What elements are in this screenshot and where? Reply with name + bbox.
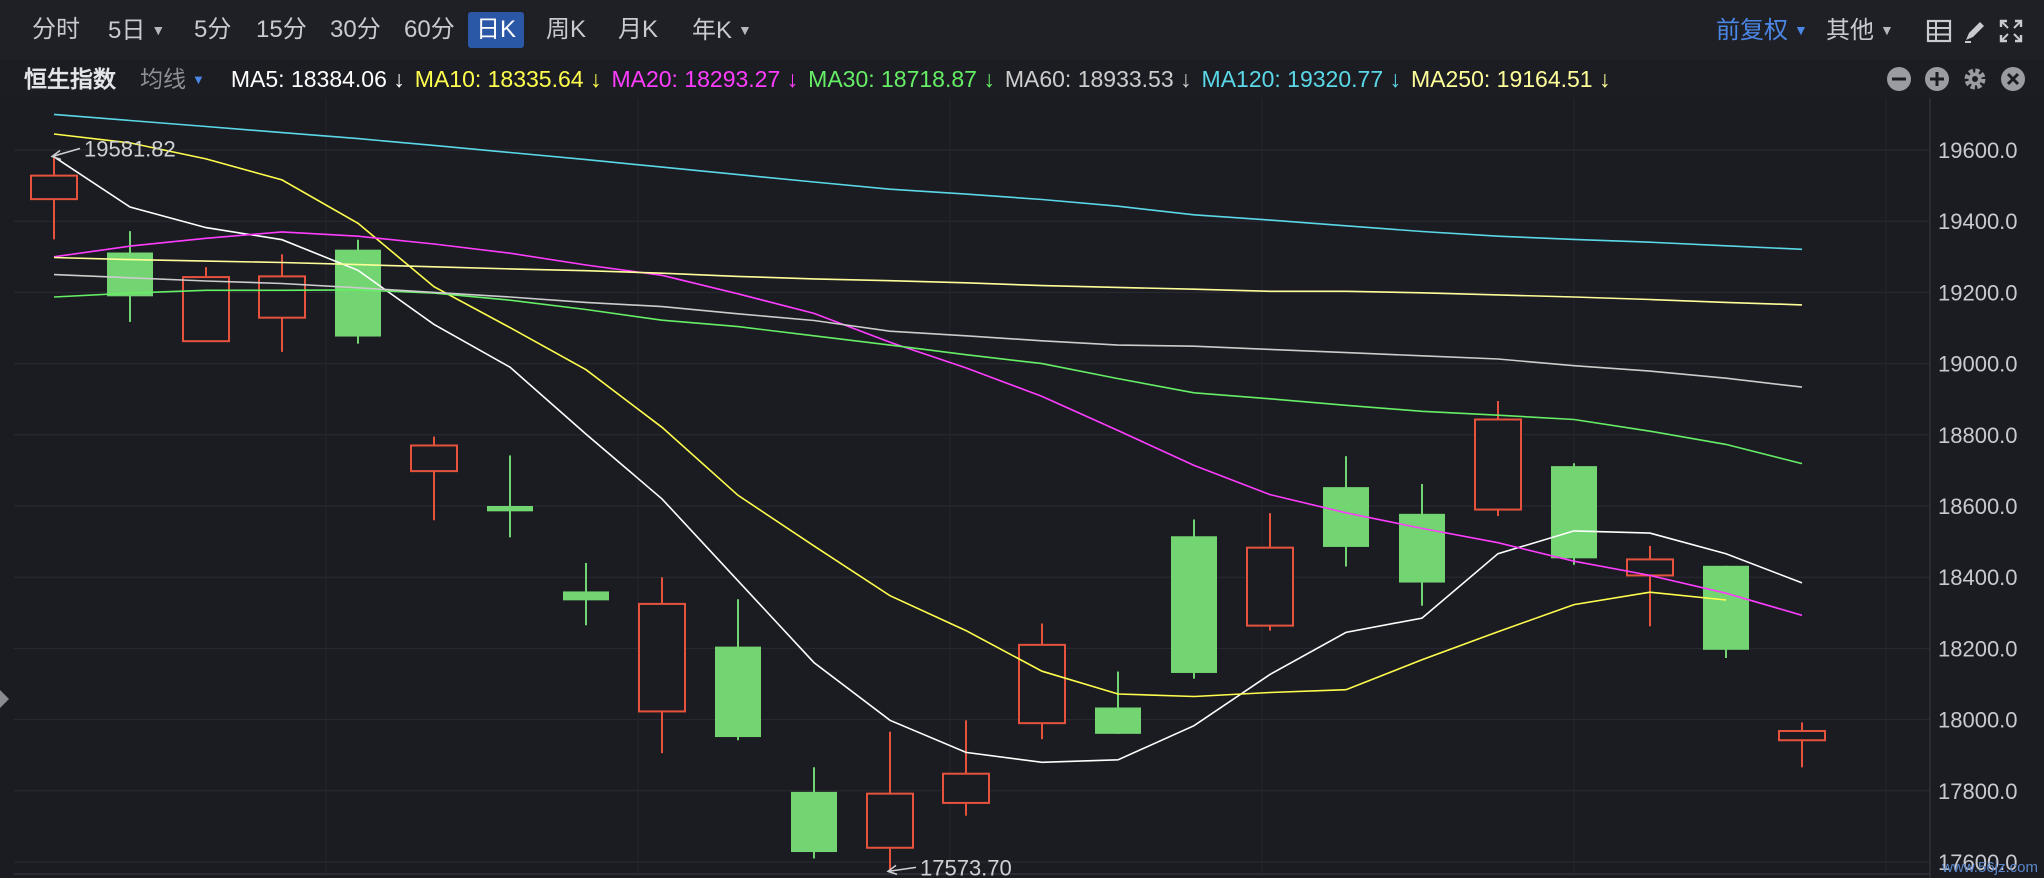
annotation-label: 19581.82 <box>84 136 176 161</box>
zoom-out-icon[interactable] <box>1886 66 1912 92</box>
ma-legend-ma10: MA10: 18335.64 ↓ <box>414 66 602 92</box>
candle-body <box>1095 707 1141 734</box>
y-tick-label: 18200.0 <box>1938 636 2018 661</box>
y-tick-label: 19000.0 <box>1938 352 2018 377</box>
candle-body <box>1778 729 1826 742</box>
other-dropdown[interactable]: 其他 ▼ <box>1818 12 1902 48</box>
candle-body <box>1323 487 1369 547</box>
tab-intraday[interactable]: 分时 <box>32 16 80 43</box>
period-toolbar: 分时 5日 ▼ 5分 15分 30分 60分 日K 周K 月K 年K ▼ 前复权 ▼ … <box>0 0 2044 61</box>
chevron-down-icon: ▼ <box>1794 22 1808 38</box>
watermark-text: www.56jz.com <box>1942 859 2038 876</box>
left-collapse-handle-icon[interactable] <box>0 690 9 708</box>
tab-30min[interactable]: 30分 <box>330 16 381 43</box>
candle-body <box>791 791 837 853</box>
y-tick-label: 17600.0 <box>1938 850 2018 875</box>
grid-layout-icon[interactable] <box>1926 18 1952 44</box>
candle-body <box>866 792 914 849</box>
y-tick-label: 18600.0 <box>1938 494 2018 519</box>
fullscreen-icon[interactable] <box>1998 18 2024 44</box>
chevron-down-icon: ▼ <box>738 22 752 38</box>
candle-body <box>182 276 230 343</box>
ma-legend: 恒生指数 均线 ▼ MA5: 18384.06 ↓ MA10: 18335.64 ↓ MA… <box>24 64 1621 94</box>
ma-legend-ma250: MA250: 19164.51 ↓ <box>1411 66 1611 92</box>
y-tick-label: 19600.0 <box>1938 138 2018 163</box>
ma-line-ma5 <box>53 156 1803 764</box>
tab-5day[interactable]: 5日 ▼ <box>100 12 173 48</box>
candle-body <box>942 772 990 804</box>
annotation-leader <box>887 866 917 873</box>
candle-body <box>487 506 533 512</box>
candle-body <box>1474 418 1522 511</box>
candle-body <box>410 444 458 473</box>
tab-yearly-k[interactable]: 年K ▼ <box>684 12 760 48</box>
chevron-down-icon: ▼ <box>192 72 205 87</box>
candle-body <box>563 591 609 601</box>
ma-legend-ma20: MA20: 18293.27 ↓ <box>611 66 799 92</box>
ma-line-ma120 <box>53 113 1803 251</box>
tab-5min[interactable]: 5分 <box>194 16 232 43</box>
tab-monthly-k[interactable]: 月K <box>618 16 659 43</box>
candle-body <box>1551 466 1597 559</box>
tab-15min[interactable]: 15分 <box>256 16 307 43</box>
annotation-arrow <box>886 864 898 876</box>
ma-legend-ma30: MA30: 18718.87 ↓ <box>808 66 995 92</box>
settings-gear-icon[interactable] <box>1962 66 1988 92</box>
plot-area <box>14 98 1930 878</box>
ma-mode-dropdown[interactable]: 均线 ▼ <box>140 66 205 92</box>
y-tick-label: 18000.0 <box>1938 708 2018 733</box>
chevron-down-icon: ▼ <box>151 22 166 38</box>
y-tick-label: 19400.0 <box>1938 209 2018 234</box>
draw-pen-icon[interactable] <box>1962 18 1988 44</box>
ma-line-ma10 <box>53 133 1727 698</box>
candle-body <box>1703 565 1749 650</box>
annotation-leader <box>51 147 81 158</box>
tab-60min[interactable]: 60分 <box>404 16 455 43</box>
zoom-in-icon[interactable] <box>1924 66 1950 92</box>
ma-line-ma250 <box>53 256 1803 306</box>
candle-body <box>1399 513 1445 583</box>
y-tick-label: 18800.0 <box>1938 423 2018 448</box>
tab-weekly-k[interactable]: 周K <box>546 16 587 43</box>
candle-body <box>1171 536 1217 673</box>
candle-body <box>638 602 686 713</box>
candle-body <box>335 249 381 337</box>
ma-line-ma20 <box>53 231 1803 617</box>
annotation-arrow <box>50 149 62 161</box>
annotation-label: 17573.70 <box>920 855 1012 878</box>
candle-body <box>1018 643 1066 725</box>
ma-legend-ma120: MA120: 19320.77 ↓ <box>1201 66 1402 92</box>
candle-body <box>715 646 761 738</box>
ma-legend-ma5: MA5: 18384.06 ↓ <box>230 66 405 92</box>
close-icon[interactable] <box>2000 66 2026 92</box>
candlestick-chart[interactable]: 17600.0 17800.0 18000.0 18200.0 18400.0 18600… <box>0 98 2044 878</box>
y-tick-label: 18400.0 <box>1938 565 2018 590</box>
tab-daily-k[interactable]: 日K <box>468 12 525 48</box>
candle-body <box>1246 546 1294 627</box>
ma-line-ma60 <box>53 273 1803 388</box>
chevron-down-icon: ▼ <box>1880 22 1894 38</box>
y-tick-label: 19200.0 <box>1938 280 2018 305</box>
ma-line-ma30 <box>53 289 1803 465</box>
candle-body <box>30 174 78 201</box>
price-adjust-dropdown[interactable]: 前复权 ▼ <box>1708 12 1816 48</box>
ma-legend-bar: 恒生指数 均线 ▼ MA5: 18384.06 ↓ MA10: 18335.64 ↓ MA… <box>0 60 2044 98</box>
y-tick-label: 17800.0 <box>1938 779 2018 804</box>
ma-legend-ma60: MA60: 18933.53 ↓ <box>1004 66 1192 92</box>
index-name: 恒生指数 <box>24 66 116 92</box>
